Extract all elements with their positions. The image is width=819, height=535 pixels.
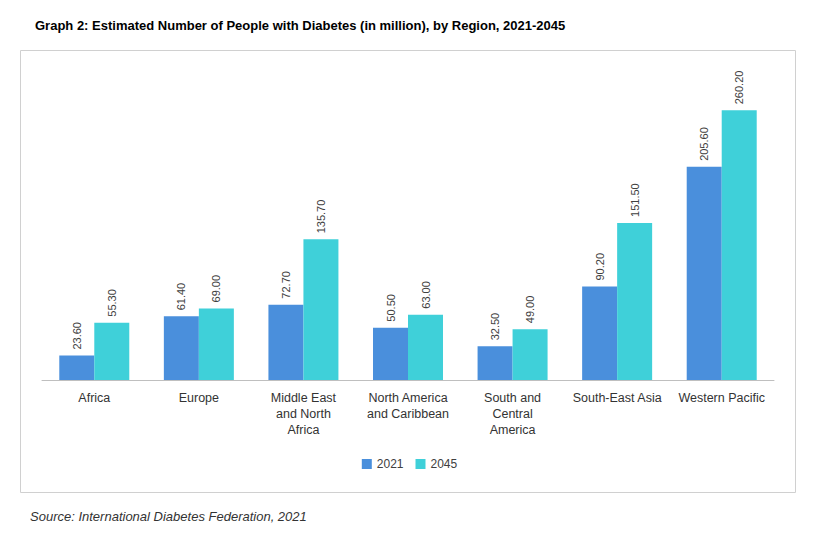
svg-text:Central: Central — [492, 407, 532, 421]
svg-text:151.50: 151.50 — [629, 183, 641, 217]
svg-text:72.70: 72.70 — [280, 271, 292, 299]
svg-text:Africa: Africa — [78, 391, 110, 405]
svg-text:63.00: 63.00 — [420, 281, 432, 309]
svg-text:69.00: 69.00 — [210, 275, 222, 303]
svg-text:2021: 2021 — [377, 457, 404, 471]
svg-text:23.60: 23.60 — [71, 322, 83, 350]
svg-text:Source: International Diabetes: Source: International Diabetes Federatio… — [30, 509, 307, 524]
svg-text:205.60: 205.60 — [698, 127, 710, 161]
svg-text:50.50: 50.50 — [385, 294, 397, 322]
svg-text:135.70: 135.70 — [315, 200, 327, 234]
svg-text:49.00: 49.00 — [524, 296, 536, 324]
svg-text:32.50: 32.50 — [489, 313, 501, 341]
svg-text:Western Pacific: Western Pacific — [678, 391, 765, 405]
svg-text:North America: North America — [368, 391, 447, 405]
svg-text:260.20: 260.20 — [733, 71, 745, 105]
svg-text:Graph 2: Estimated Number of P: Graph 2: Estimated Number of People with… — [35, 18, 565, 33]
svg-text:55.30: 55.30 — [106, 289, 118, 317]
svg-text:South-East Asia: South-East Asia — [573, 391, 662, 405]
svg-text:Africa: Africa — [287, 423, 319, 437]
svg-text:and North: and North — [276, 407, 331, 421]
svg-text:South and: South and — [484, 391, 541, 405]
svg-text:61.40: 61.40 — [175, 283, 187, 311]
svg-text:and Caribbean: and Caribbean — [367, 407, 449, 421]
svg-text:Middle East: Middle East — [271, 391, 337, 405]
svg-text:Europe: Europe — [179, 391, 219, 405]
svg-text:America: America — [490, 423, 536, 437]
svg-text:2045: 2045 — [431, 457, 458, 471]
svg-text:90.20: 90.20 — [594, 253, 606, 281]
